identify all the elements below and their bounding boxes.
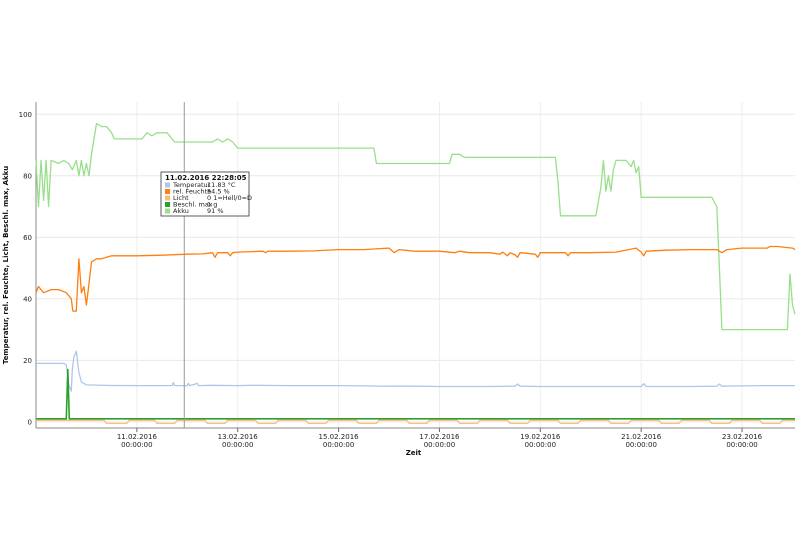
- tooltip-swatch: [165, 202, 170, 207]
- tooltip-title: 11.02.2016 22:28:05: [165, 174, 247, 182]
- series-layer: [35, 122, 796, 425]
- x-tick-label: 15.02.2016: [319, 433, 360, 441]
- tooltip-row-label: Akku: [173, 207, 189, 215]
- tick-layer: 02040608010011.02.201600:00:0013.02.2016…: [19, 111, 763, 449]
- x-tick-time-label: 00:00:00: [323, 441, 354, 449]
- tooltip-swatch: [165, 208, 170, 214]
- tooltip-row-label: Temperatur: [172, 181, 211, 189]
- x-tick-label: 13.02.2016: [218, 433, 259, 441]
- tooltip-swatch: [165, 195, 170, 201]
- tooltip-row-label: Licht: [173, 194, 189, 202]
- x-tick-label: 17.02.2016: [419, 433, 460, 441]
- y-tick-label: 40: [23, 295, 32, 303]
- tooltip-row-value: 54.5 %: [207, 188, 230, 196]
- x-axis-title: Zeit: [406, 449, 422, 457]
- x-tick-label: 19.02.2016: [520, 433, 561, 441]
- tooltip-row-value: 11.83 °C: [207, 181, 236, 189]
- y-tick-label: 20: [23, 357, 32, 365]
- y-tick-label: 60: [23, 234, 32, 242]
- axes: [35, 102, 795, 432]
- x-tick-time-label: 00:00:00: [726, 441, 757, 449]
- x-tick-label: 21.02.2016: [621, 433, 662, 441]
- y-tick-label: 0: [28, 418, 32, 426]
- tooltip-swatch: [165, 189, 170, 194]
- series-line-akku: [35, 122, 796, 331]
- grid: [36, 102, 795, 428]
- x-tick-label: 23.02.2016: [722, 433, 763, 441]
- y-axis-title: Temperatur, rel. Feuchte, Licht, Beschl.…: [2, 166, 10, 365]
- tooltip-row-value: 1 g: [207, 201, 217, 209]
- series-line-licht: [36, 419, 795, 425]
- tooltip-row-value: 91 %: [207, 207, 224, 215]
- x-tick-time-label: 00:00:00: [121, 441, 152, 449]
- x-tick-time-label: 00:00:00: [222, 441, 253, 449]
- tooltip-row-label: rel. Feuchte: [173, 188, 211, 196]
- tooltip-box: [160, 171, 250, 217]
- y-tick-label: 100: [19, 111, 32, 119]
- x-tick-time-label: 00:00:00: [525, 441, 556, 449]
- series-line-rel-feuchte: [35, 245, 796, 312]
- x-tick-time-label: 00:00:00: [625, 441, 656, 449]
- y-tick-label: 80: [23, 172, 32, 180]
- series-line-beschl-max: [36, 368, 795, 420]
- x-tick-time-label: 00:00:00: [424, 441, 455, 449]
- x-tick-label: 11.02.2016: [117, 433, 158, 441]
- tooltip-row-label: Beschl. max: [173, 201, 213, 209]
- tooltip-row-value: 0 1=Hell/0=D: [207, 194, 252, 202]
- tooltip-swatch: [165, 182, 170, 188]
- series-line-temperatur: [36, 350, 795, 392]
